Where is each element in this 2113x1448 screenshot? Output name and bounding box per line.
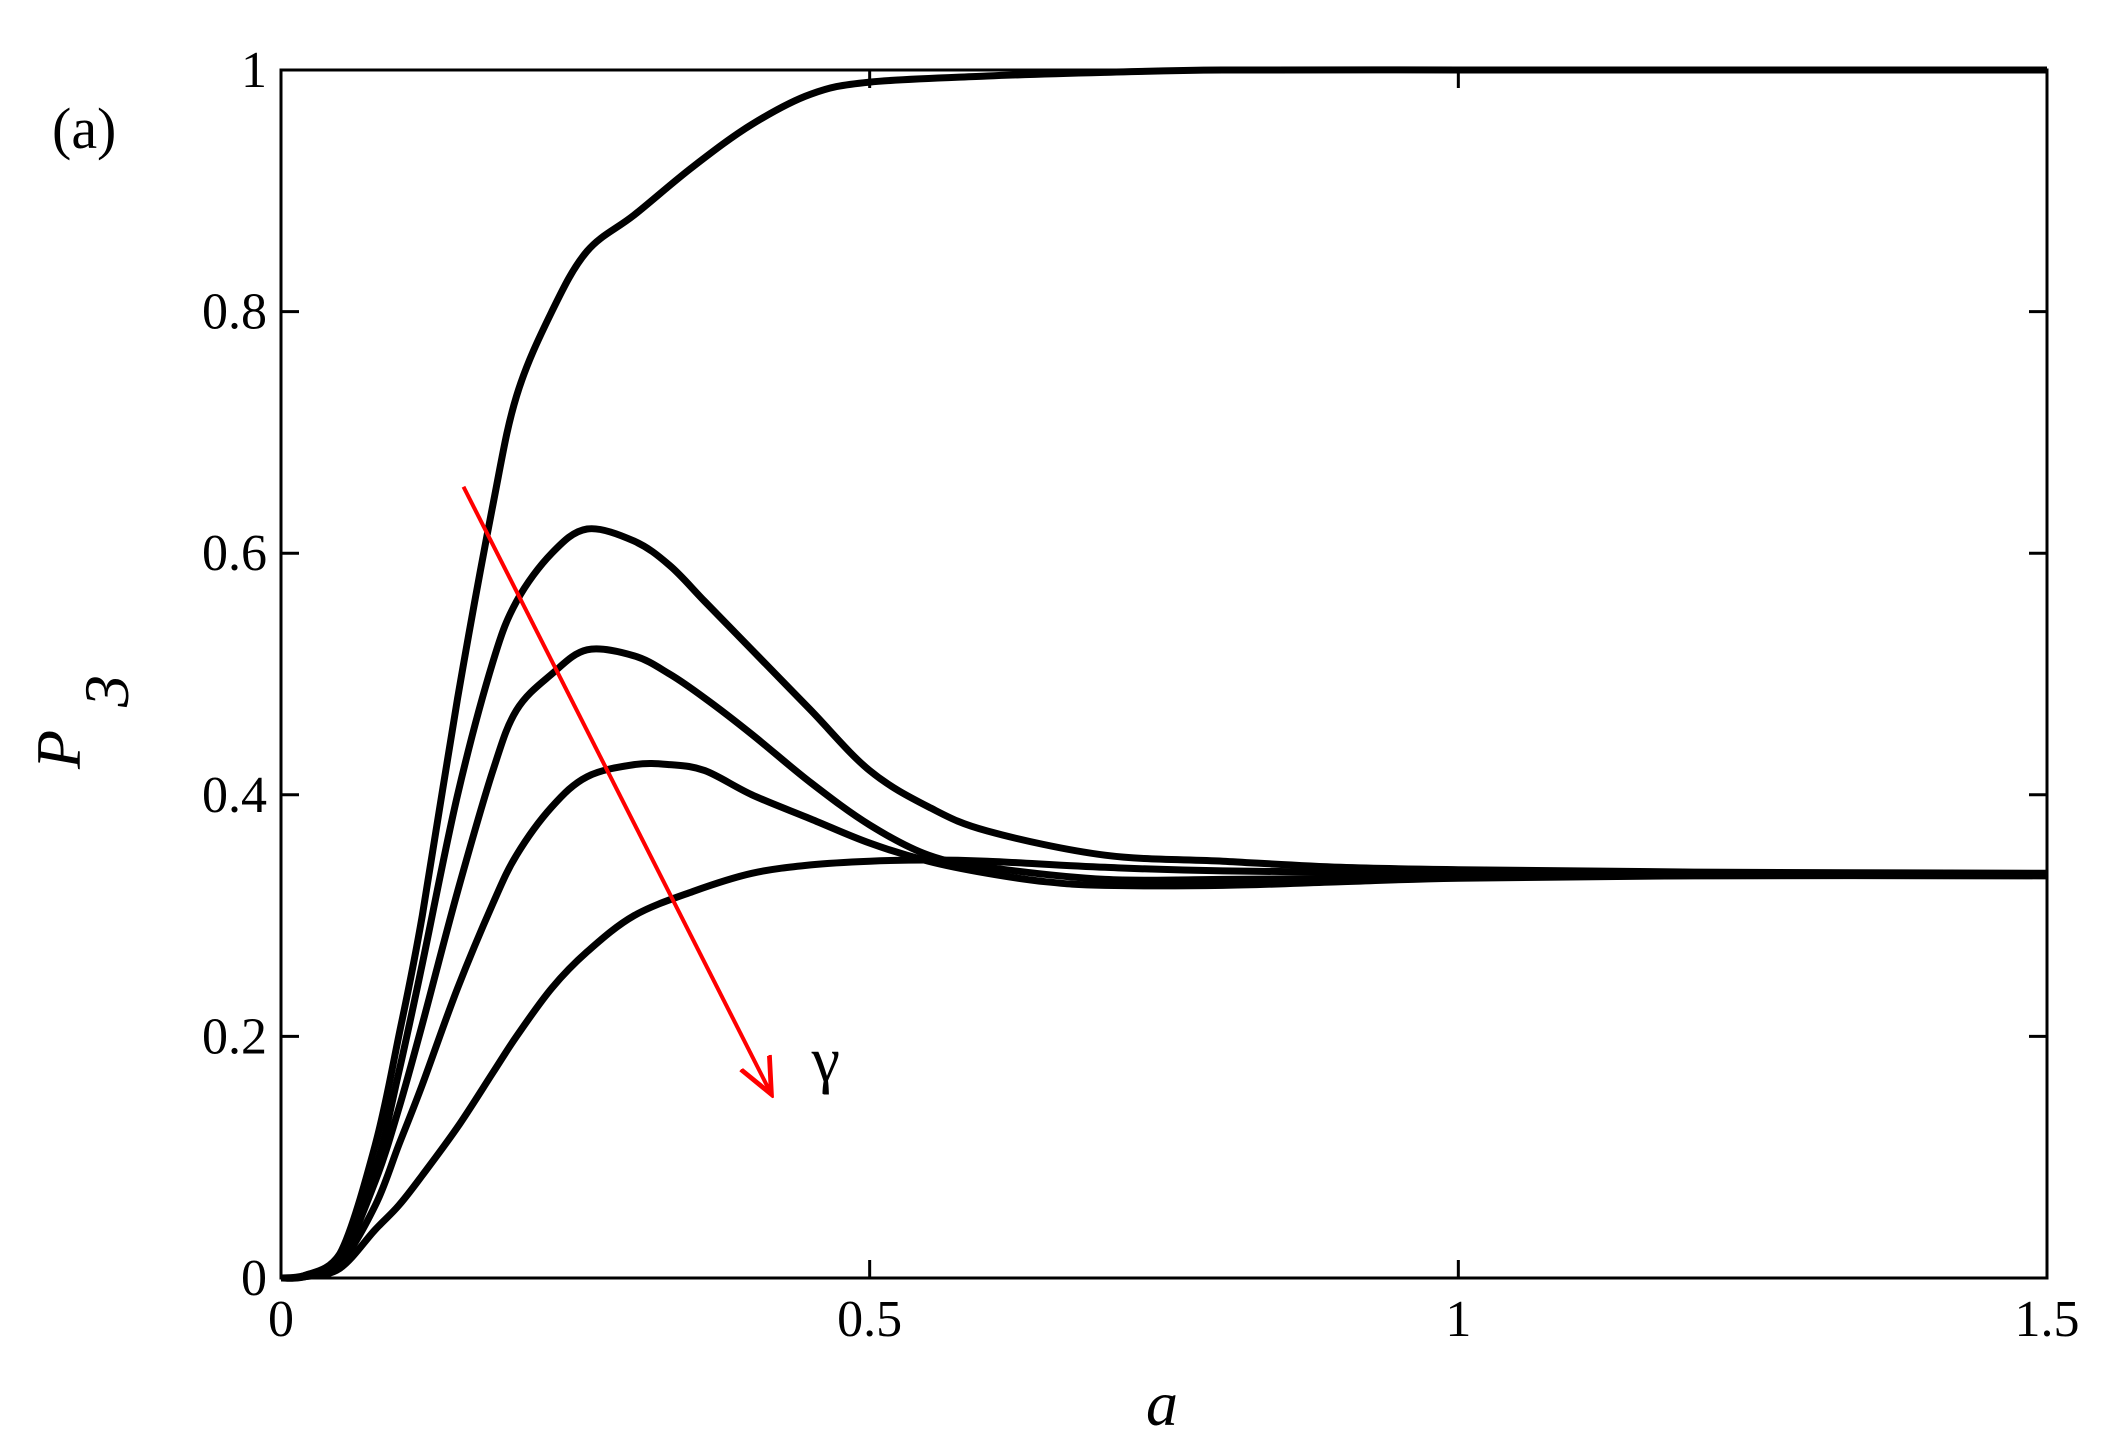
tick-layer: 0 0.5 1 1.5 0 0.2 0.4 0.6 0.8 1 bbox=[202, 42, 2080, 1348]
series-line-4 bbox=[280, 759, 2048, 1282]
gamma-arrow bbox=[461, 485, 769, 1091]
x-axis-label: a bbox=[1146, 1368, 1178, 1439]
y-tick-label: 0.2 bbox=[202, 1008, 267, 1065]
series-line-2 bbox=[280, 525, 2048, 1282]
y-tick-label: 1 bbox=[241, 42, 267, 99]
y-axis-label-subscript: 3 bbox=[71, 675, 142, 708]
y-tick-label: 0 bbox=[241, 1250, 267, 1307]
y-tick-label: 0.6 bbox=[202, 525, 267, 582]
y-axis-label-group: P 3 bbox=[23, 675, 142, 770]
y-tick-label: 0.8 bbox=[202, 284, 267, 341]
series-line-5 bbox=[280, 856, 2048, 1282]
x-tick-label: 0.5 bbox=[837, 1291, 902, 1348]
svg-text:P 3: P 3 bbox=[23, 675, 142, 770]
axes-frame bbox=[279, 68, 2049, 1280]
gamma-label: γ bbox=[811, 1024, 840, 1095]
x-tick-label: 1 bbox=[1445, 1291, 1471, 1348]
x-tick-label: 1.5 bbox=[2015, 1291, 2080, 1348]
annotation-layer: γ bbox=[461, 485, 840, 1095]
y-axis-label: P bbox=[23, 731, 94, 770]
x-tick-label: 0 bbox=[268, 1291, 294, 1348]
panel-label: (a) bbox=[52, 96, 116, 161]
y-tick-label: 0.4 bbox=[202, 767, 267, 824]
